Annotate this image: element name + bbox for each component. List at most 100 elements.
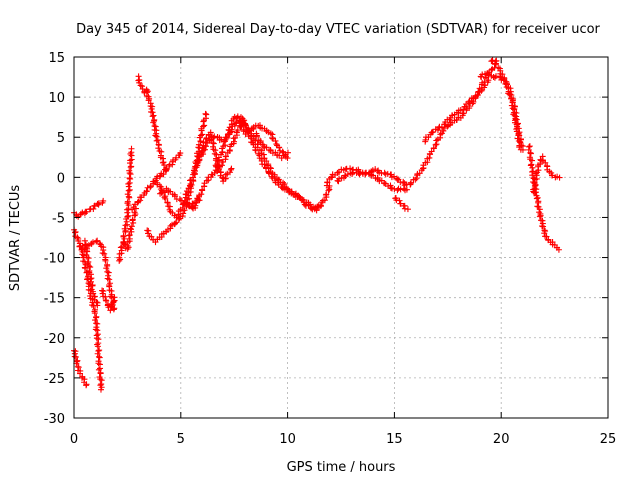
data-point — [261, 161, 268, 168]
data-point — [479, 71, 486, 78]
data-point — [128, 223, 135, 230]
data-point — [412, 176, 419, 183]
data-point — [328, 174, 335, 181]
data-point — [556, 174, 563, 181]
data-point — [269, 135, 276, 142]
data-point — [148, 105, 155, 112]
data-point — [200, 118, 207, 125]
series-arc-9 — [129, 150, 184, 213]
data-point — [252, 147, 259, 154]
data-point — [482, 82, 489, 89]
data-point — [121, 225, 128, 232]
data-point — [93, 335, 100, 342]
data-point — [164, 199, 171, 206]
data-point — [400, 178, 407, 185]
series-arc-26 — [525, 143, 562, 253]
data-point — [124, 191, 131, 198]
data-point — [403, 186, 410, 193]
chart-title: Day 345 of 2014, Sidereal Day-to-day VTE… — [76, 22, 600, 37]
data-point — [535, 203, 542, 210]
data-point — [92, 317, 99, 324]
data-point — [90, 205, 97, 212]
data-point — [144, 88, 151, 95]
data-point — [177, 150, 184, 157]
data-point — [273, 141, 280, 148]
data-point — [202, 110, 209, 117]
data-point — [162, 166, 169, 173]
data-point — [355, 169, 362, 176]
data-point — [493, 73, 500, 80]
data-point — [263, 165, 270, 172]
data-point — [129, 216, 136, 223]
data-point — [96, 347, 103, 354]
data-point — [100, 288, 107, 295]
y-tick-label: 10 — [48, 91, 65, 106]
data-point — [161, 162, 168, 169]
data-point — [549, 172, 556, 179]
data-point — [381, 169, 388, 176]
data-point — [532, 170, 539, 177]
data-point — [214, 160, 221, 167]
data-point — [266, 170, 273, 177]
data-point — [234, 113, 241, 120]
data-point — [279, 148, 286, 155]
data-point — [145, 230, 152, 237]
data-point — [149, 113, 156, 120]
data-point — [99, 250, 106, 257]
data-point — [126, 167, 133, 174]
series-arc-21 — [392, 195, 411, 213]
data-point — [77, 370, 84, 377]
grid — [74, 57, 608, 418]
data-point — [272, 137, 279, 144]
data-point — [84, 260, 91, 267]
data-point — [145, 97, 152, 104]
data-point — [173, 154, 180, 161]
x-axis-label: GPS time / hours — [287, 460, 396, 475]
data-point — [137, 82, 144, 89]
y-tick-label: -10 — [44, 252, 65, 267]
data-point — [94, 200, 101, 207]
data-point — [511, 106, 518, 113]
data-point — [478, 87, 485, 94]
data-point — [186, 203, 193, 210]
data-point — [83, 208, 90, 215]
data-point — [101, 250, 108, 257]
data-point — [154, 137, 161, 144]
data-point — [82, 241, 89, 248]
data-point — [84, 248, 91, 255]
data-point — [92, 326, 99, 333]
data-point — [430, 145, 437, 152]
data-point — [531, 179, 538, 186]
data-point — [503, 81, 510, 88]
data-point — [96, 240, 103, 247]
data-point — [172, 220, 179, 227]
y-tick-label: 15 — [48, 51, 65, 66]
data-point — [516, 132, 523, 139]
data-point — [183, 200, 190, 207]
data-point — [530, 186, 537, 193]
data-point — [87, 278, 94, 285]
data-point — [77, 210, 84, 217]
data-point — [474, 91, 481, 98]
data-point — [121, 241, 128, 248]
data-point — [540, 223, 547, 230]
data-point — [76, 243, 83, 250]
data-point — [215, 154, 222, 161]
data-point — [152, 132, 159, 139]
data-point — [128, 163, 135, 170]
data-point — [105, 269, 112, 276]
data-point — [150, 119, 157, 126]
series-arc-8 — [120, 205, 139, 252]
data-point — [85, 258, 92, 265]
data-point — [203, 177, 210, 184]
data-point — [96, 354, 103, 361]
data-point — [242, 122, 249, 129]
data-point — [155, 145, 162, 152]
data-point — [197, 132, 204, 139]
data-point — [83, 382, 90, 389]
data-point — [97, 386, 104, 393]
data-point — [253, 133, 260, 140]
data-point — [185, 185, 192, 192]
series-arc-24 — [488, 57, 524, 153]
data-point — [536, 213, 543, 220]
